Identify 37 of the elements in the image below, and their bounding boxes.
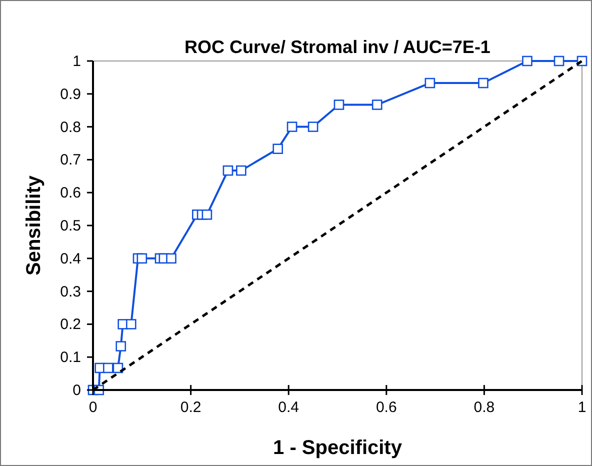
x-tick-label: 0.8 — [474, 399, 495, 416]
point — [522, 56, 532, 66]
point — [202, 209, 212, 220]
y-tick-label: 0.8 — [60, 118, 81, 136]
y-tick-label: 0 — [72, 382, 81, 399]
point — [372, 100, 382, 110]
point — [554, 56, 564, 66]
point — [103, 362, 114, 374]
point — [166, 253, 176, 264]
point — [334, 100, 344, 110]
y-tick-label: 0.6 — [60, 184, 81, 202]
chart-title: ROC Curve/ Stromal inv / AUC=7E-1 — [184, 37, 490, 57]
y-tick-label: 0.3 — [60, 283, 81, 300]
point — [236, 165, 246, 176]
point — [308, 122, 318, 132]
point — [424, 78, 436, 88]
x-tick-label: 0.2 — [180, 399, 202, 416]
point — [126, 319, 136, 330]
point — [116, 341, 126, 352]
y-tick-label: 0.4 — [60, 250, 81, 268]
x-tick-label: 0 — [88, 399, 98, 416]
x-tick-label: 0.4 — [278, 399, 300, 416]
y-tick-label: 0.1 — [60, 349, 81, 366]
x-tick-label: 1 — [578, 399, 586, 416]
point — [222, 165, 234, 176]
y-tick-label: 0.5 — [60, 218, 81, 234]
point — [136, 253, 148, 264]
point — [478, 78, 488, 88]
x-axis-title: 1 - Specificity — [273, 437, 403, 459]
y-tick-label: 1 — [72, 53, 81, 70]
point — [286, 122, 298, 132]
y-tick-label: 0.9 — [60, 86, 81, 103]
x-tick-label: 0.6 — [376, 399, 397, 416]
y-tick-label: 0.7 — [60, 152, 81, 169]
y-axis-title: Sensibility — [23, 174, 45, 276]
point — [272, 144, 283, 154]
y-tick-label: 0.2 — [60, 316, 81, 334]
